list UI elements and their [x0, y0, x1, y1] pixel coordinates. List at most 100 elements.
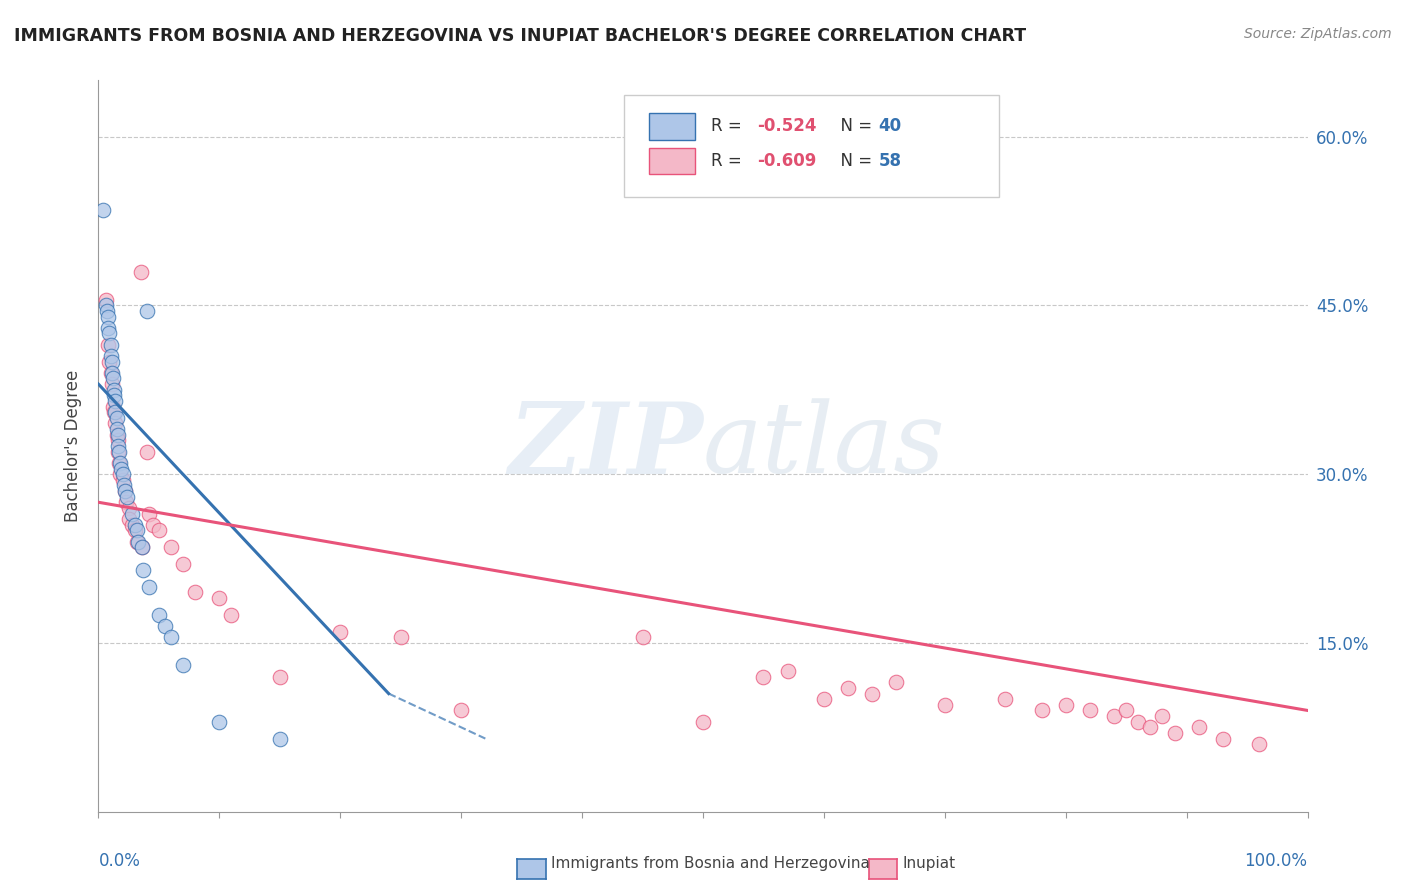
Point — [98, 326, 121, 341]
Point — [131, 541, 153, 555]
Point — [692, 714, 714, 729]
Point — [1163, 726, 1185, 740]
Text: IMMIGRANTS FROM BOSNIA AND HERZEGOVINA VS INUPIAT BACHELOR'S DEGREE CORRELATION : IMMIGRANTS FROM BOSNIA AND HERZEGOVINA V… — [14, 27, 1026, 45]
Point — [148, 607, 170, 622]
Point — [135, 444, 157, 458]
Point — [121, 517, 143, 532]
Point — [97, 321, 120, 335]
Point — [108, 456, 131, 470]
Point — [129, 264, 152, 278]
Point — [148, 524, 170, 538]
Point — [94, 293, 117, 307]
Point — [1054, 698, 1077, 712]
Point — [110, 461, 132, 475]
Point — [107, 427, 129, 442]
Point — [111, 467, 134, 482]
Point — [108, 456, 131, 470]
Point — [107, 434, 129, 448]
Point — [108, 467, 131, 482]
Point — [100, 354, 122, 368]
Text: 100.0%: 100.0% — [1244, 852, 1308, 870]
Point — [101, 400, 124, 414]
Point — [1139, 720, 1161, 734]
Point — [107, 439, 129, 453]
Text: Immigrants from Bosnia and Herzegovina: Immigrants from Bosnia and Herzegovina — [551, 856, 870, 871]
Point — [1212, 731, 1234, 746]
Point — [100, 366, 122, 380]
Point — [124, 517, 146, 532]
Point — [160, 541, 183, 555]
Point — [172, 658, 194, 673]
Point — [1128, 714, 1150, 729]
Point — [100, 366, 122, 380]
Point — [208, 714, 231, 729]
Point — [184, 585, 207, 599]
Text: 58: 58 — [879, 152, 901, 169]
Point — [103, 388, 125, 402]
Point — [104, 394, 127, 409]
Text: Source: ZipAtlas.com: Source: ZipAtlas.com — [1244, 27, 1392, 41]
Point — [269, 670, 291, 684]
Point — [96, 304, 118, 318]
Point — [631, 630, 654, 644]
Point — [103, 383, 125, 397]
Y-axis label: Bachelor's Degree: Bachelor's Degree — [65, 370, 83, 522]
Point — [131, 541, 153, 555]
Point — [269, 731, 291, 746]
Point — [1031, 703, 1053, 717]
Point — [934, 698, 956, 712]
Point — [1188, 720, 1211, 734]
Point — [1102, 709, 1125, 723]
Point — [121, 507, 143, 521]
Point — [221, 607, 243, 622]
Point — [1115, 703, 1137, 717]
Point — [138, 507, 160, 521]
Text: ZIP: ZIP — [508, 398, 703, 494]
Point — [127, 534, 149, 549]
Point — [837, 681, 859, 695]
Point — [127, 534, 149, 549]
Point — [115, 495, 138, 509]
Point — [104, 405, 127, 419]
Text: R =: R = — [711, 152, 748, 169]
Point — [105, 427, 128, 442]
Point — [100, 349, 122, 363]
Text: N =: N = — [830, 118, 877, 136]
Point — [135, 304, 157, 318]
Point — [860, 687, 883, 701]
Point — [94, 298, 117, 312]
Point — [813, 692, 835, 706]
Point — [124, 524, 146, 538]
Point — [114, 483, 136, 498]
FancyBboxPatch shape — [648, 113, 695, 139]
Point — [153, 619, 176, 633]
Point — [160, 630, 183, 644]
Point — [329, 624, 352, 639]
Point — [97, 310, 120, 324]
Text: -0.609: -0.609 — [758, 152, 817, 169]
Point — [132, 563, 155, 577]
Point — [142, 517, 165, 532]
Point — [752, 670, 775, 684]
FancyBboxPatch shape — [624, 95, 1000, 197]
Point — [208, 591, 231, 605]
Text: -0.524: -0.524 — [758, 118, 817, 136]
Point — [111, 473, 134, 487]
Point — [91, 202, 114, 217]
Point — [103, 405, 125, 419]
FancyBboxPatch shape — [648, 147, 695, 174]
Point — [97, 337, 120, 351]
Point — [776, 664, 799, 678]
Point — [100, 337, 122, 351]
Point — [105, 410, 128, 425]
Point — [104, 417, 127, 431]
Point — [138, 580, 160, 594]
Point — [172, 557, 194, 571]
Point — [118, 512, 141, 526]
Text: R =: R = — [711, 118, 748, 136]
Point — [112, 478, 135, 492]
Point — [389, 630, 412, 644]
Point — [450, 703, 472, 717]
Point — [1078, 703, 1101, 717]
Point — [101, 371, 124, 385]
